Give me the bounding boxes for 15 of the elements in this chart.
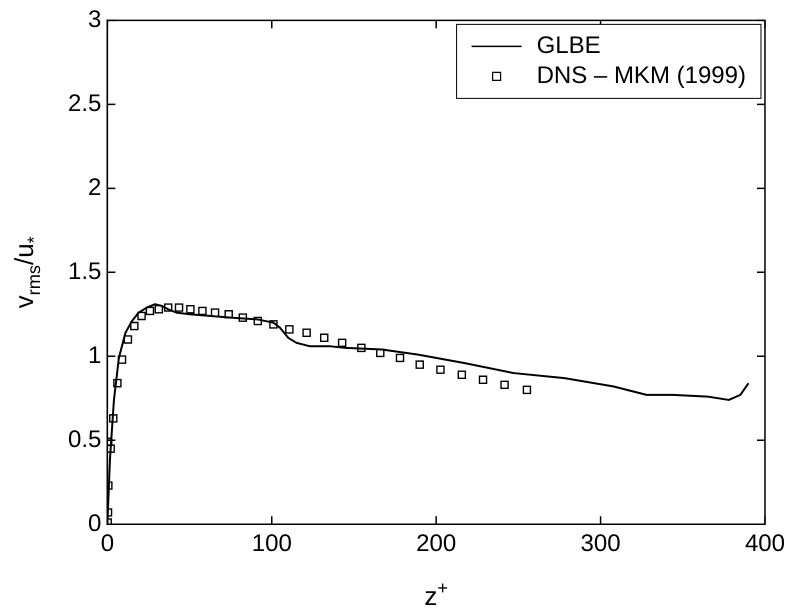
x-tick-label: 400 xyxy=(744,530,785,558)
y-tick-label: 1 xyxy=(88,342,102,369)
x-tick-label: 100 xyxy=(252,530,292,558)
y-axis-title: vrms/u* xyxy=(9,236,44,308)
legend-label: GLBE xyxy=(536,32,601,60)
y-tick-label: 0.5 xyxy=(68,426,102,453)
x-tick-label: 300 xyxy=(580,530,621,558)
y-tick-label: 2 xyxy=(88,174,102,201)
x-axis-title: z+ xyxy=(424,578,448,612)
y-tick-label: 0 xyxy=(88,510,102,537)
y-tick-label: 2.5 xyxy=(68,90,102,117)
x-tick-label: 200 xyxy=(416,530,456,558)
y-tick-label: 3 xyxy=(88,6,102,34)
y-tick-label: 1.5 xyxy=(68,258,102,285)
legend-label: DNS – MKM (1999) xyxy=(536,62,746,90)
